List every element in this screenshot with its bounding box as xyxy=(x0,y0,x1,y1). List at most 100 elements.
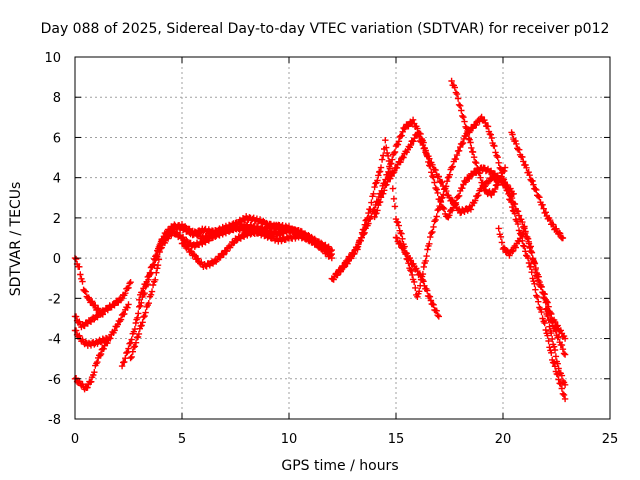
data-point xyxy=(351,250,358,258)
data-point xyxy=(495,159,502,166)
data-point xyxy=(480,183,487,190)
series-track-14 xyxy=(495,225,569,342)
data-point xyxy=(554,322,561,329)
data-point xyxy=(443,187,450,195)
data-point xyxy=(72,255,80,263)
data-point xyxy=(377,194,385,201)
data-point xyxy=(430,223,437,231)
x-tick-label: 5 xyxy=(178,432,186,447)
data-point xyxy=(558,385,566,392)
data-point xyxy=(520,242,527,249)
data-point xyxy=(341,263,348,270)
data-point xyxy=(76,263,83,270)
data-point xyxy=(512,244,519,251)
data-point xyxy=(390,168,398,176)
data-point xyxy=(477,174,484,181)
data-point xyxy=(521,225,528,232)
data-point xyxy=(513,140,520,148)
data-point xyxy=(411,278,418,286)
data-point xyxy=(498,239,506,246)
data-point xyxy=(371,183,378,191)
data-point xyxy=(419,276,426,284)
data-point xyxy=(422,257,429,265)
data-point xyxy=(495,225,502,232)
data-point xyxy=(132,339,140,346)
data-point xyxy=(97,311,104,318)
data-point xyxy=(446,171,453,178)
data-point xyxy=(558,372,566,379)
data-point xyxy=(525,169,532,176)
data-point xyxy=(92,302,99,309)
data-point xyxy=(111,327,118,334)
data-point xyxy=(391,148,399,156)
data-point xyxy=(472,197,479,204)
data-point xyxy=(461,118,468,125)
x-tick-label: 10 xyxy=(281,432,298,447)
data-point xyxy=(410,138,417,145)
data-point xyxy=(412,284,419,292)
data-point xyxy=(128,336,135,343)
data-point xyxy=(494,181,501,189)
data-point xyxy=(550,343,558,350)
data-point xyxy=(470,154,478,161)
data-point xyxy=(166,227,173,235)
data-point xyxy=(139,289,146,296)
data-point xyxy=(550,221,557,228)
data-point xyxy=(561,381,569,388)
data-point xyxy=(469,148,477,156)
data-point xyxy=(146,269,154,276)
data-point xyxy=(394,219,401,226)
data-point xyxy=(514,208,522,215)
data-point xyxy=(557,327,564,334)
data-point xyxy=(77,271,84,278)
data-point xyxy=(548,329,555,337)
data-point xyxy=(472,158,479,166)
data-point xyxy=(448,77,455,85)
data-point xyxy=(414,125,421,132)
data-point xyxy=(544,332,551,339)
data-point xyxy=(344,260,351,267)
data-point xyxy=(490,142,497,149)
data-point xyxy=(220,251,227,258)
data-point xyxy=(455,192,463,199)
data-point xyxy=(399,235,406,242)
data-point xyxy=(123,349,130,357)
data-point xyxy=(549,335,556,343)
data-point xyxy=(138,322,145,329)
data-point xyxy=(390,149,398,157)
data-point xyxy=(140,285,147,292)
data-point xyxy=(124,304,131,311)
data-point xyxy=(528,269,535,276)
data-point xyxy=(476,170,483,177)
data-point xyxy=(553,225,560,232)
data-point xyxy=(365,220,372,227)
data-point xyxy=(417,272,424,279)
data-point xyxy=(420,278,427,285)
data-point xyxy=(420,263,427,271)
data-point xyxy=(449,197,456,204)
data-point xyxy=(533,292,540,299)
data-point xyxy=(438,178,446,186)
data-point xyxy=(353,244,361,251)
data-point xyxy=(149,261,157,268)
data-point xyxy=(354,243,362,250)
data-point xyxy=(424,246,431,253)
data-point xyxy=(493,152,500,159)
data-point xyxy=(538,308,545,316)
data-point xyxy=(180,239,188,246)
y-tick-label: 2 xyxy=(53,212,61,227)
y-tick-label: -6 xyxy=(48,373,61,388)
data-point xyxy=(433,307,440,314)
plot-frame xyxy=(74,56,611,420)
data-point xyxy=(430,301,437,308)
data-point xyxy=(533,186,540,194)
data-point xyxy=(121,358,128,366)
data-point xyxy=(135,310,142,317)
data-point xyxy=(266,232,273,239)
data-point xyxy=(152,253,159,260)
data-point xyxy=(97,350,105,358)
data-point xyxy=(528,249,535,256)
data-point xyxy=(515,227,523,234)
data-point xyxy=(454,193,462,200)
data-point xyxy=(530,181,537,188)
